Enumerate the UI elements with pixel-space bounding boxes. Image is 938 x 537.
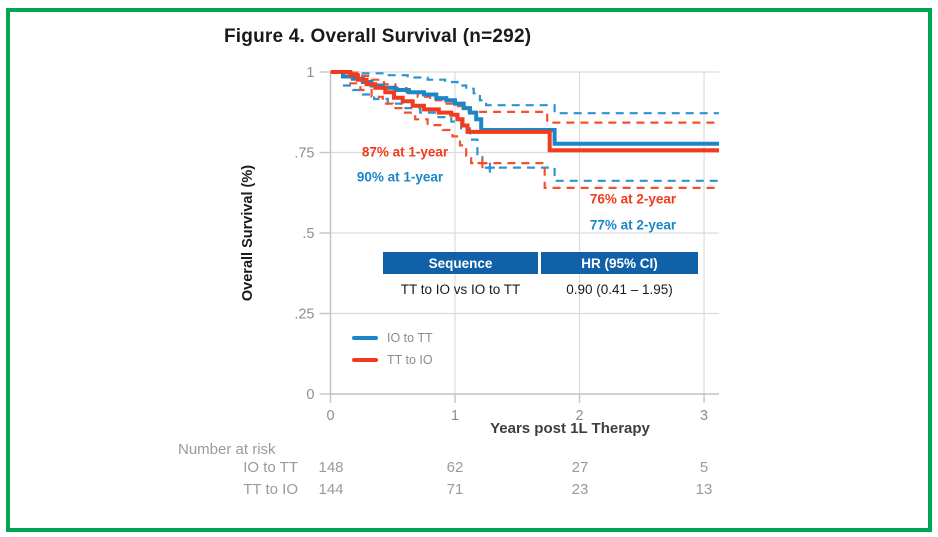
ci-curve-tt-to-io-95-ci-lower: [349, 82, 719, 189]
ci-curve-io-to-tt-95-ci-upper: [361, 72, 719, 115]
ci-curve-io-to-tt-95-ci-lower: [343, 84, 719, 182]
hr-row-sequence: TT to IO vs IO to TT: [400, 282, 521, 297]
x-tick-label: 2: [575, 408, 583, 424]
risk-value: 71: [446, 481, 464, 498]
x-tick-label: 1: [451, 408, 459, 424]
annotation-tt-to-io-1yr: 87% at 1-year: [361, 144, 449, 160]
hr-row-value: 0.90 (0.41 – 1.95): [566, 282, 673, 297]
hazard-ratio-table-header: Sequence HR (95% CI): [383, 252, 698, 274]
y-tick-label: .5: [302, 226, 314, 242]
annotation-io-to-tt-2yr: 77% at 2-year: [589, 217, 677, 233]
risk-value: 5: [699, 459, 709, 476]
legend-item-tt-to-io: TT to IO: [352, 349, 433, 371]
y-tick-label: 0: [306, 387, 314, 403]
x-axis-title: Years post 1L Therapy: [490, 420, 650, 437]
annotation-io-to-tt-1yr: 90% at 1-year: [356, 169, 444, 185]
annotation-tt-to-io-2yr: 76% at 2-year: [589, 191, 677, 207]
risk-value: 62: [446, 459, 464, 476]
y-tick-label: .25: [294, 307, 314, 323]
censor-mark: [484, 162, 495, 173]
legend-item-io-to-tt: IO to TT: [352, 327, 433, 349]
hr-header-hr-ci: HR (95% CI): [541, 252, 698, 274]
y-tick-label: .75: [294, 146, 314, 162]
y-tick-label: 1: [306, 65, 314, 81]
hazard-ratio-table-row: TT to IO vs IO to TT 0.90 (0.41 – 1.95): [383, 274, 698, 305]
risk-value: 27: [571, 459, 589, 476]
risk-value: 144: [318, 481, 344, 498]
risk-row-label-tt-to-io: TT to IO: [243, 481, 298, 498]
risk-value: 23: [571, 481, 589, 498]
figure-title: Figure 4. Overall Survival (n=292): [224, 26, 532, 47]
axes: [319, 71, 719, 403]
hr-header-sequence: Sequence: [383, 252, 538, 274]
ci-curve-tt-to-io-95-ci-upper: [350, 71, 719, 124]
risk-value: 13: [695, 481, 713, 498]
io-to-tt-line-swatch: [352, 336, 378, 340]
risk-value: 148: [318, 459, 344, 476]
y-axis-title: Overall Survival (%): [240, 165, 256, 301]
risk-row-label-io-to-tt: IO to TT: [243, 459, 298, 476]
survival-curve-tt-to-io: [330, 70, 719, 153]
x-tick-label: 3: [700, 408, 708, 424]
number-at-risk-title: Number at risk: [178, 441, 276, 458]
tt-to-io-line-swatch: [352, 358, 378, 362]
legend-label-tt-to-io: TT to IO: [387, 353, 433, 367]
hazard-ratio-table: Sequence HR (95% CI) TT to IO vs IO to T…: [383, 252, 698, 305]
tick-labels: 0 1 2 3 0 .25 .5 .75 1: [294, 65, 708, 424]
censor-mark: [477, 158, 488, 169]
x-tick-label: 0: [326, 408, 334, 424]
legend-label-io-to-tt: IO to TT: [387, 331, 433, 345]
legend: IO to TT TT to IO: [352, 327, 433, 371]
